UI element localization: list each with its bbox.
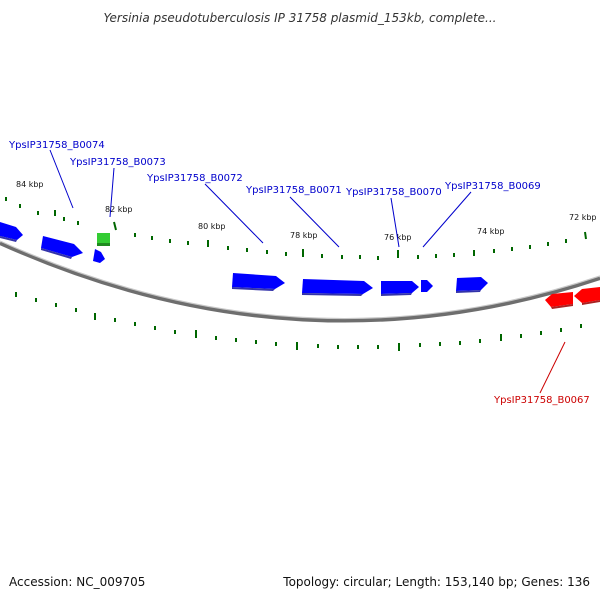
kbp-label-78: 78 kbp	[290, 231, 318, 240]
inner-tick-ring	[15, 292, 582, 351]
leader-line-b0069	[422, 191, 472, 248]
gene-arrow-forward[interactable]	[232, 287, 275, 291]
leader-line-b0070	[390, 197, 400, 248]
gene-label-b0074[interactable]: YpsIP31758_B0074	[8, 140, 105, 151]
leader-line-b0073	[109, 167, 115, 218]
kbp-label-82: 82 kbp	[105, 205, 133, 214]
gene-label-b0067[interactable]: YpsIP31758_B0067	[493, 395, 590, 406]
kbp-label-80: 80 kbp	[198, 222, 226, 231]
gene-arrow-forward[interactable]	[0, 236, 17, 242]
gene-arrow-forward[interactable]	[456, 277, 488, 291]
gene-arrow-reverse[interactable]	[551, 304, 573, 309]
leader-line-b0072	[204, 183, 264, 244]
gene-arrow-forward[interactable]	[302, 279, 373, 294]
kbp-label-84: 84 kbp	[16, 180, 44, 189]
genome-summary-text: Topology: circular; Length: 153,140 bp; …	[282, 575, 590, 589]
gene-arrow-forward[interactable]	[0, 222, 23, 240]
accession-text: Accession: NC_009705	[9, 575, 145, 589]
leader-line-b0074	[49, 149, 74, 209]
gene-label-b0072[interactable]: YpsIP31758_B0072	[146, 173, 243, 184]
kbp-label-72: 72 kbp	[569, 213, 597, 222]
reverse-gene-track	[545, 287, 600, 309]
label-leader-lines	[49, 149, 566, 394]
gene-arrow-forward[interactable]	[381, 281, 419, 294]
gene-label-b0073[interactable]: YpsIP31758_B0073	[69, 157, 166, 168]
gene-arrow-reverse[interactable]	[545, 292, 573, 307]
rna-gene-box-shade	[97, 243, 110, 246]
gene-arrow-forward[interactable]	[93, 249, 105, 263]
gene-arrow-forward[interactable]	[302, 293, 363, 296]
gene-arrow-reverse[interactable]	[574, 287, 600, 303]
gene-arrow-forward[interactable]	[421, 280, 433, 292]
outer-tick-ring	[5, 197, 587, 260]
gene-arrow-reverse[interactable]	[582, 300, 600, 305]
forward-gene-track	[0, 222, 488, 296]
gene-arrow-forward[interactable]	[456, 290, 481, 293]
gene-arrow-forward[interactable]	[232, 273, 285, 289]
map-title: Yersinia pseudotuberculosis IP 31758 pla…	[104, 11, 497, 25]
gene-arrow-forward[interactable]	[41, 236, 83, 257]
plasmid-backbone	[0, 241, 600, 323]
gene-arrow-forward[interactable]	[381, 293, 412, 296]
leader-line-b0067	[539, 341, 566, 394]
gene-label-b0069[interactable]: YpsIP31758_B0069	[444, 181, 541, 192]
leader-line-b0071	[289, 196, 340, 248]
gene-label-b0070[interactable]: YpsIP31758_B0070	[345, 187, 442, 198]
plasmid-backbone-highlight	[0, 240, 600, 320]
kbp-label-74: 74 kbp	[477, 227, 505, 236]
rna-gene-box[interactable]	[97, 233, 110, 245]
gene-label-b0071[interactable]: YpsIP31758_B0071	[245, 185, 342, 196]
gene-arrow-forward[interactable]	[41, 248, 72, 259]
